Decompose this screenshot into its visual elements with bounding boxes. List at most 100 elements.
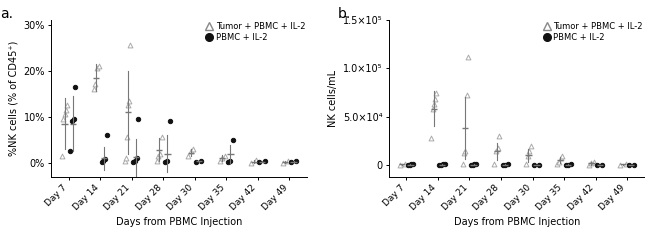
Point — [403, 163, 413, 167]
Point — [162, 159, 173, 163]
Point — [214, 160, 225, 163]
Legend: Tumor + PBMC + IL-2, PBMC + IL-2: Tumor + PBMC + IL-2, PBMC + IL-2 — [205, 22, 305, 42]
Point — [151, 160, 162, 163]
Point — [489, 162, 500, 166]
Point — [68, 117, 79, 121]
Point — [185, 149, 196, 153]
Point — [125, 43, 135, 47]
Point — [557, 154, 567, 158]
Point — [226, 159, 236, 163]
Point — [426, 136, 437, 140]
Point — [502, 162, 513, 166]
Point — [436, 163, 447, 167]
Point — [62, 103, 72, 107]
Point — [592, 163, 603, 167]
Point — [259, 160, 270, 163]
Point — [183, 154, 194, 158]
Y-axis label: %NK cells (% of CD45⁺): %NK cells (% of CD45⁺) — [8, 41, 18, 156]
Point — [500, 163, 510, 167]
Point — [123, 103, 133, 107]
Point — [552, 162, 563, 165]
Point — [153, 154, 164, 158]
Point — [283, 160, 293, 163]
Point — [566, 162, 576, 166]
Point — [223, 160, 233, 164]
Point — [620, 162, 630, 166]
Point — [58, 117, 68, 121]
Point — [100, 157, 110, 161]
Point — [67, 119, 77, 123]
X-axis label: Days from PBMC Injection: Days from PBMC Injection — [116, 217, 242, 227]
Text: b.: b. — [338, 7, 351, 21]
Point — [524, 150, 534, 153]
Point — [466, 163, 476, 167]
Point — [404, 163, 415, 167]
Point — [101, 133, 112, 137]
Point — [133, 117, 144, 121]
Point — [491, 150, 501, 153]
Point — [497, 163, 508, 167]
Point — [462, 93, 472, 97]
Point — [493, 146, 503, 149]
Point — [220, 154, 230, 158]
Point — [459, 151, 469, 155]
Point — [251, 159, 261, 162]
Text: a.: a. — [0, 7, 13, 21]
Point — [431, 92, 441, 95]
Point — [130, 159, 140, 163]
Point — [188, 147, 198, 151]
Point — [128, 160, 138, 164]
Point — [191, 160, 202, 164]
Point — [430, 97, 440, 101]
X-axis label: Days from PBMC Injection: Days from PBMC Injection — [454, 217, 580, 227]
Point — [437, 162, 448, 166]
Point — [563, 163, 573, 167]
Point — [589, 160, 599, 163]
Point — [467, 163, 478, 167]
Point — [523, 154, 533, 158]
Point — [59, 113, 70, 116]
Point — [164, 119, 175, 123]
Point — [157, 136, 167, 139]
Point — [291, 160, 301, 163]
Point — [254, 160, 265, 164]
Point — [120, 160, 131, 163]
Point — [460, 150, 471, 153]
Point — [60, 108, 71, 112]
Y-axis label: NK cells/mL: NK cells/mL — [328, 70, 337, 127]
Point — [395, 163, 405, 167]
Point — [121, 156, 131, 160]
Point — [554, 160, 564, 163]
Legend: Tumor + PBMC + IL-2, PBMC + IL-2: Tumor + PBMC + IL-2, PBMC + IL-2 — [543, 22, 643, 42]
Point — [88, 87, 99, 91]
Point — [526, 144, 536, 147]
Point — [434, 163, 445, 167]
Point — [400, 162, 410, 166]
Point — [534, 163, 544, 167]
Point — [494, 134, 504, 138]
Point — [597, 163, 607, 167]
Point — [471, 162, 481, 166]
Point — [458, 162, 468, 166]
Point — [560, 163, 571, 167]
Point — [439, 162, 450, 166]
Point — [92, 66, 102, 70]
Point — [94, 64, 104, 68]
Point — [97, 160, 107, 164]
Point — [217, 156, 228, 160]
Point — [556, 156, 566, 160]
Point — [406, 162, 417, 166]
Point — [286, 160, 296, 164]
Point — [584, 163, 594, 167]
Point — [246, 161, 257, 164]
Point — [122, 136, 133, 139]
Point — [278, 161, 288, 164]
Point — [98, 159, 109, 163]
Point — [629, 163, 639, 167]
Point — [124, 99, 135, 102]
Point — [57, 154, 67, 158]
Point — [131, 156, 142, 160]
Point — [586, 161, 597, 165]
Point — [469, 162, 480, 166]
Point — [521, 162, 531, 165]
